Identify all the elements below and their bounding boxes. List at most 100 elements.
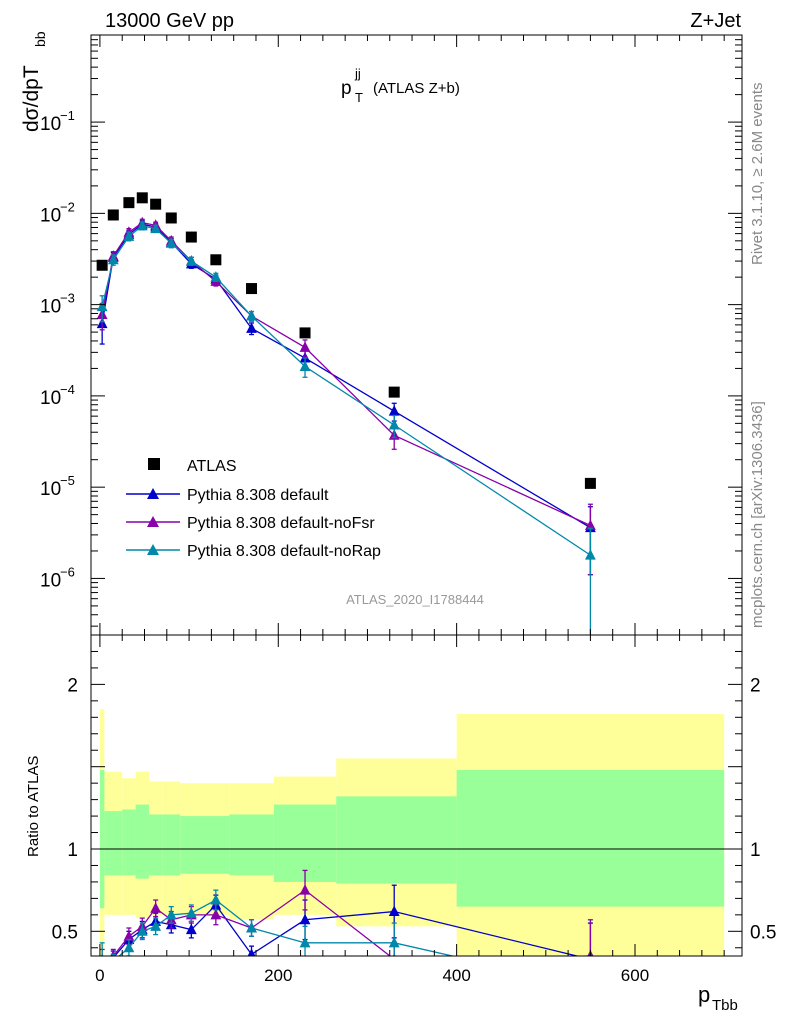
analysis-watermark: ATLAS_2020_I1788444 bbox=[346, 592, 484, 607]
band-inner-bin bbox=[336, 796, 457, 884]
main-mc-series bbox=[96, 216, 596, 635]
ratio-nofsr-point bbox=[299, 884, 311, 895]
ratio-norap-point bbox=[210, 894, 222, 905]
ratio-default-point bbox=[299, 913, 311, 925]
ratio-y-tick-label-left: 2 bbox=[67, 675, 78, 696]
y-tick-label-base: 10 bbox=[40, 479, 61, 500]
band-inner-bin bbox=[202, 816, 230, 874]
x-tick-label: 600 bbox=[621, 966, 649, 985]
y-tick-label-base: 10 bbox=[40, 205, 61, 226]
main-norap-point bbox=[388, 418, 400, 430]
plot-title-sub: T bbox=[355, 90, 363, 105]
atlas-data-point bbox=[96, 259, 108, 271]
ratio-nofsr-point bbox=[123, 930, 135, 941]
y-tick-label-exp: −5 bbox=[60, 473, 75, 488]
header-left-label: 13000 GeV pp bbox=[105, 10, 234, 32]
ratio-norap-point bbox=[585, 981, 596, 992]
legend-label-norap: Pythia 8.308 default-noRap bbox=[187, 543, 381, 560]
y-axis-label: dσ/dpT bb bbox=[20, 31, 48, 132]
y-tick-label-base: 10 bbox=[40, 570, 61, 591]
plot-title: p jj T (ATLAS Z+b) bbox=[341, 66, 460, 105]
main-norap-point bbox=[185, 255, 197, 266]
y-tick-label-exp: −6 bbox=[60, 564, 75, 579]
ratio-norap-point bbox=[185, 907, 197, 918]
atlas-data-point bbox=[388, 386, 400, 398]
ratio-nofsr-point bbox=[210, 908, 222, 920]
ratio-y-axis-label: Ratio to ATLAS bbox=[25, 756, 42, 857]
legend-label-nofsr: Pythia 8.308 default-noFsr bbox=[187, 515, 375, 532]
y-axis-label-main: dσ/dpT bbox=[20, 65, 43, 132]
main-norap-point bbox=[246, 310, 257, 321]
ratio-norap-point bbox=[246, 922, 257, 933]
band-inner-bin bbox=[148, 814, 163, 876]
band-inner-bin bbox=[99, 769, 105, 909]
ratio-y-tick-label-right: 0.5 bbox=[750, 922, 776, 943]
legend-marker-default bbox=[147, 488, 159, 499]
x-axis-label-main: p bbox=[698, 982, 710, 1007]
band-inner-bin bbox=[104, 811, 123, 876]
y-axis-label-sub: bb bbox=[32, 31, 48, 47]
ratio-norap-point bbox=[100, 953, 104, 956]
band-inner-bin bbox=[229, 814, 274, 876]
ratio-default-point bbox=[247, 948, 256, 956]
main-norap-point bbox=[96, 300, 108, 312]
rivet-label: Rivet 3.1.10, ≥ 2.6M events bbox=[749, 83, 766, 266]
y-tick-label-base: 10 bbox=[40, 297, 61, 318]
y-tick-label-exp: −1 bbox=[60, 108, 75, 123]
main-nofsr-point bbox=[299, 341, 311, 352]
ratio-norap-point bbox=[150, 920, 162, 931]
main-default-point bbox=[388, 405, 400, 416]
atlas-data-point bbox=[107, 209, 119, 221]
band-inner-bin bbox=[180, 816, 203, 874]
ratio-y-tick-label-right: 1 bbox=[750, 840, 761, 861]
axes-ticks bbox=[91, 34, 742, 956]
plot-title-rest: (ATLAS Z+b) bbox=[373, 80, 460, 97]
plot-title-sup: jj bbox=[354, 66, 361, 81]
y-tick-label-base: 10 bbox=[40, 388, 61, 409]
main-default-point bbox=[299, 352, 311, 363]
ratio-uncertainty-bands bbox=[99, 709, 725, 956]
band-inner-bin bbox=[122, 809, 136, 876]
atlas-data-point bbox=[123, 197, 135, 209]
mcplots-label: mcplots.cern.ch [arXiv:1306.3436] bbox=[749, 401, 766, 628]
ratio-default-point bbox=[185, 923, 197, 935]
atlas-data-point bbox=[210, 254, 222, 266]
legend-marker-atlas bbox=[148, 458, 160, 470]
ratio-norap-point bbox=[123, 941, 135, 953]
main-norap-point bbox=[150, 222, 162, 234]
x-axis-label-sub: Tbb bbox=[712, 997, 738, 1014]
x-tick-label: 400 bbox=[442, 966, 470, 985]
ratio-plot-frame bbox=[90, 634, 743, 957]
main-default-line bbox=[101, 223, 591, 529]
plot-title-main: p bbox=[341, 78, 352, 99]
legend-label-default: Pythia 8.308 default bbox=[187, 487, 329, 504]
ratio-y-tick-label-right: 2 bbox=[750, 675, 761, 696]
atlas-data-point bbox=[584, 477, 596, 489]
atlas-data-point bbox=[246, 283, 258, 295]
legend-label-atlas: ATLAS bbox=[187, 458, 237, 475]
ratio-norap-point bbox=[165, 908, 177, 920]
main-nofsr-point bbox=[584, 519, 596, 531]
legend-marker-nofsr bbox=[147, 516, 159, 527]
x-axis-label: p Tbb bbox=[698, 982, 738, 1014]
main-norap-point bbox=[107, 253, 119, 265]
header-right-label: Z+Jet bbox=[690, 10, 741, 32]
main-norap-point bbox=[210, 271, 222, 282]
main-norap-point bbox=[584, 549, 596, 560]
ratio-norap-point bbox=[136, 925, 148, 936]
main-norap-point bbox=[299, 360, 311, 371]
atlas-data-point bbox=[185, 231, 197, 243]
ratio-series bbox=[99, 869, 596, 992]
ratio-norap-point bbox=[299, 936, 311, 948]
band-inner-bin bbox=[456, 769, 725, 907]
legend-marker-norap bbox=[147, 544, 159, 555]
atlas-data-point bbox=[136, 192, 148, 204]
main-data-points bbox=[96, 192, 596, 489]
atlas-data-point bbox=[150, 198, 162, 210]
main-norap-point bbox=[165, 237, 177, 248]
y-tick-label-exp: −3 bbox=[60, 291, 75, 306]
band-inner-bin bbox=[273, 804, 337, 882]
ratio-nofsr-point bbox=[150, 902, 162, 913]
